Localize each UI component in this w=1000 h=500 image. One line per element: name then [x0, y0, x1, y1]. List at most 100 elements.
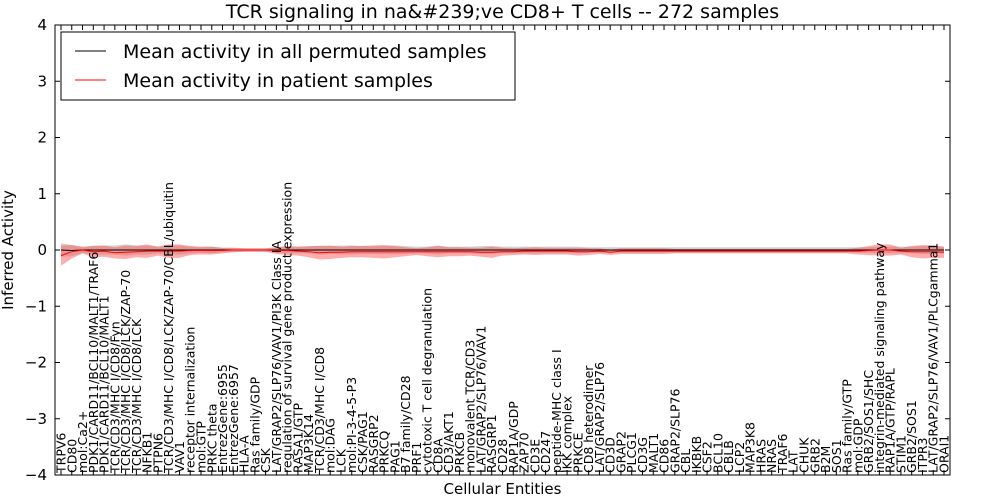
x-category-label: CSK/PAG1 — [355, 411, 370, 473]
x-category-label: TRAF6 — [775, 433, 790, 474]
x-category-label: LAT/GRAP2/SLP76 — [592, 362, 607, 473]
x-category-label: mol:Ca2+ — [75, 411, 90, 473]
x-category-label: CBL — [678, 449, 693, 473]
x-category-label: LAT/GRAP2/SLP76/VAV1 — [473, 326, 488, 473]
x-category-label: Ras family/GDP — [247, 376, 262, 473]
x-category-label: IKK complex — [560, 396, 575, 473]
legend: Mean activity in all permuted samples Mea… — [60, 31, 516, 101]
y-tick-label: 3 — [37, 72, 47, 90]
y-tick-label: −4 — [25, 466, 47, 484]
x-category-label: LCP2 — [732, 442, 747, 473]
x-category-label: CD8 heterodimer — [581, 365, 596, 473]
x-category-label: cytotoxic T cell degranulation — [420, 288, 435, 473]
x-category-label: LCK — [333, 448, 348, 473]
x-category-label: ITPR3 — [915, 438, 930, 474]
y-tick-label: 2 — [37, 129, 47, 147]
chart-title: TCR signaling in na&#239;ve CD8+ T cells… — [225, 1, 779, 23]
series-line-patient — [60, 249, 945, 257]
x-category-label: mol:PI-3-4-5-P3 — [344, 377, 359, 473]
x-category-label: TCR/CD3/MHC I/CD8 — [312, 347, 327, 474]
x-category-label: CD86 — [657, 439, 672, 473]
x-category-label: CD3D — [603, 437, 618, 473]
x-category-label: CD28 — [495, 439, 510, 473]
x-axis-label: Cellular Entities — [444, 480, 562, 498]
x-category-label: CD80 — [64, 439, 79, 473]
x-category-label: GRB2/SOS1 — [904, 400, 919, 473]
x-category-label: LAT/GRAP2/SLP76/VAV1/PLCgamma1 — [926, 243, 941, 473]
x-category-label: PRKCQ — [377, 431, 392, 473]
y-tick-label: −1 — [25, 297, 47, 315]
x-category-label: PLCG1 — [624, 432, 639, 473]
x-category-label: GRAP2 — [613, 431, 628, 473]
x-category-label: GRB2 — [807, 438, 822, 473]
x-category-label: GRAP2/SLP76 — [667, 388, 682, 473]
x-category-label: peptide-MHC class I — [549, 349, 564, 473]
x-category-label: monovalent TCR/CD3 — [463, 340, 478, 473]
x-category-label: CD3E — [527, 439, 542, 473]
x-category-label: RASA1/GTP — [290, 403, 305, 473]
x-category-label: regulation of survival gene product expr… — [280, 182, 295, 473]
x-category-label: TCR/CD3/MHC I/CD8/LCK — [129, 318, 144, 474]
x-category-label: TCR/CD3/MHC I/CD8/LCK/ZAP-70 — [118, 270, 133, 474]
x-category-label: receptor internalization — [183, 327, 198, 473]
legend-label: Mean activity in all permuted samples — [123, 41, 486, 63]
x-category-label: LAT/GRAP2/SLP76/VAV1/PI3K Class IA — [269, 241, 284, 473]
x-category-label: STIM1 — [893, 435, 908, 473]
x-category-label: Ras family/GTP — [840, 379, 855, 473]
x-category-label: BCL10 — [710, 433, 725, 473]
y-tick-label: 4 — [37, 16, 47, 34]
x-category-label: HRAS — [753, 439, 768, 473]
x-category-label: PRKC theta — [204, 403, 219, 473]
x-category-label: CSF2 — [700, 441, 715, 473]
x-category-label: HLA-A — [237, 435, 252, 473]
x-category-label: PRKCB — [452, 432, 467, 473]
y-tick-label: −2 — [25, 354, 47, 372]
x-category-label: PTPN6 — [150, 433, 165, 473]
x-category-label: NFKB1 — [140, 432, 155, 473]
x-category-label: LAT — [786, 450, 801, 473]
x-category-label: PDK1/CARD11/BCL10/MALT1/TRAF6 — [86, 252, 101, 473]
x-category-label: CD3G — [635, 437, 650, 473]
y-tick-label: 0 — [37, 241, 47, 259]
y-tick-label: −3 — [25, 410, 47, 428]
x-category-label: MAP3K8 — [743, 422, 758, 473]
x-category-label: CD8A — [430, 438, 445, 473]
legend-box — [60, 31, 516, 101]
series-line-permuted — [60, 249, 944, 252]
x-category-label: PDK1/CARD11/BCL10/MALT1 — [97, 295, 112, 473]
x-category-label: B2M — [818, 446, 833, 473]
x-category-label: MAP3K14 — [301, 414, 316, 473]
x-category-label: TCR/CD3/MHC I/CD8/Fyn — [107, 321, 122, 474]
x-category-label: RAP1A/GTP/RAPL — [883, 368, 898, 473]
y-axis-label: Inferred Activity — [0, 190, 17, 310]
x-category-label: CD247 — [538, 431, 553, 473]
x-category-label: PRKCE — [570, 433, 585, 473]
x-category-label: PAG1 — [387, 440, 402, 473]
x-category-label: PRF1 — [409, 442, 424, 473]
legend-label: Mean activity in patient samples — [123, 70, 433, 92]
x-category-label: CHUK — [797, 437, 812, 473]
x-category-label: RAP1A/GDP — [506, 401, 521, 473]
x-category-label: RASGRP2 — [366, 414, 381, 473]
x-category-label: GRB2/SOS1/SHC — [861, 370, 876, 473]
x-category-label: CBLB — [721, 440, 736, 473]
x-category-label: mol:GDP — [850, 418, 865, 473]
x-category-label: SOS1 — [829, 439, 844, 473]
x-category-label: EntrezGene:6957 — [226, 364, 241, 473]
x-category-label: IKBKB — [689, 436, 704, 473]
x-category-label: B7 family/CD28 — [398, 375, 413, 473]
x-category-label: VAV1 — [172, 441, 187, 473]
x-category-label: ORAI1 — [937, 435, 952, 473]
x-category-label: CD3/AKT1 — [441, 411, 456, 473]
x-category-label: TRPV6 — [54, 433, 69, 474]
x-category-label: TCR/CD3/MHC I/CD8/LCK/ZAP-70/CBL/ubiquit… — [161, 182, 176, 474]
x-category-label: CSK — [258, 447, 273, 473]
y-tick-label: 1 — [37, 185, 47, 203]
x-category-label: integrin-mediated signaling pathway — [872, 242, 887, 473]
x-category-label: EntrezGene:6955 — [215, 364, 230, 473]
x-category-label: RASGRP1 — [484, 414, 499, 473]
x-category-label: ZAP70 — [517, 432, 532, 473]
x-category-label: MALT1 — [646, 433, 661, 473]
x-category-label: mol:GTP — [193, 421, 208, 473]
